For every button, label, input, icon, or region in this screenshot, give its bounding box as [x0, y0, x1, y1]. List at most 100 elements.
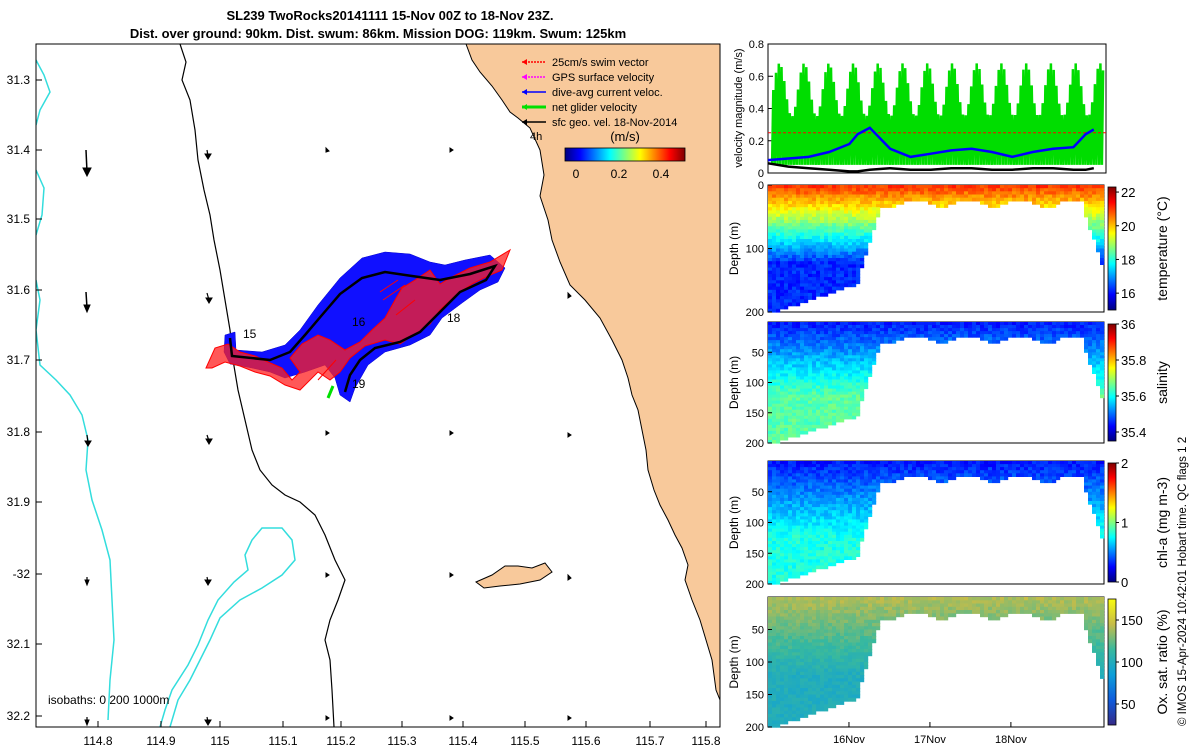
section-cell: [844, 507, 849, 511]
section-cell: [776, 547, 781, 551]
section-cell: [832, 421, 837, 426]
section-cell: [772, 613, 777, 618]
section-cell: [796, 626, 801, 631]
section-cell: [828, 251, 833, 256]
section-cell: [792, 197, 797, 202]
section-cell: [836, 364, 841, 368]
section-cell: [1100, 232, 1105, 237]
section-cell: [1004, 470, 1009, 474]
section-cell: [1032, 473, 1037, 477]
section-cell: [788, 675, 793, 679]
section-cell: [848, 541, 853, 545]
section-cell: [856, 273, 861, 278]
section-cell: [1084, 204, 1089, 208]
section-cell: [788, 397, 793, 402]
section-cell: [852, 541, 857, 545]
section-cell: [808, 210, 813, 215]
section-cell: [840, 519, 845, 524]
section-cell: [872, 616, 877, 621]
section-cell: [1088, 349, 1093, 353]
section-cell: [1084, 337, 1089, 341]
section-cell: [784, 427, 789, 432]
section-cell: [1096, 322, 1101, 326]
section-cell: [944, 191, 949, 196]
section-cell: [816, 504, 821, 508]
section-cell: [808, 665, 813, 670]
section-cell: [844, 665, 849, 670]
section-cell: [836, 597, 841, 601]
section-cell: [800, 418, 805, 423]
section-cell: [772, 412, 777, 417]
section-cell: [1100, 207, 1105, 211]
section-cell: [780, 507, 785, 511]
section-cell: [1040, 322, 1045, 326]
section-cell: [1048, 185, 1053, 189]
section-cell: [792, 610, 797, 614]
section-cell: [824, 504, 829, 508]
section-cell: [816, 194, 821, 199]
section-cell: [800, 229, 805, 234]
section-cell: [792, 528, 797, 533]
section-cell: [828, 464, 833, 468]
section-cell: [824, 229, 829, 234]
section-cell: [784, 188, 789, 192]
section-cell: [792, 571, 797, 576]
section-cell: [844, 270, 849, 275]
section-cell: [1040, 479, 1045, 484]
section-cell: [812, 461, 817, 465]
section-cell: [784, 379, 789, 384]
section-cell: [840, 497, 845, 502]
section-cell: [1040, 467, 1045, 471]
section-cell: [772, 513, 777, 517]
section-cell: [852, 370, 857, 374]
section-cell: [840, 658, 845, 663]
section-cell: [1040, 470, 1045, 474]
section-cell: [908, 325, 913, 329]
section-cell: [1080, 470, 1085, 474]
section-cell: [836, 277, 841, 281]
section-cell: [832, 531, 837, 536]
section-cell: [796, 286, 801, 291]
section-cell: [840, 409, 845, 414]
section-cell: [780, 427, 785, 432]
section-cell: [788, 219, 793, 224]
section-cell: [800, 467, 805, 471]
section-cell: [792, 415, 797, 420]
section-cell: [788, 331, 793, 335]
section-cell: [840, 216, 845, 221]
section-cell: [840, 662, 845, 666]
section-cell: [780, 194, 785, 199]
section-cell: [832, 367, 837, 371]
section-cell: [780, 547, 785, 551]
section-cell: [844, 273, 849, 278]
section-cell: [1028, 473, 1033, 477]
section-cell: [780, 522, 785, 527]
section-cell: [976, 188, 981, 192]
section-cell: [820, 537, 825, 542]
section-cell: [824, 331, 829, 335]
section-cell: [792, 352, 797, 356]
section-cell: [1096, 325, 1101, 329]
section-cell: [848, 382, 853, 387]
section-cell: [844, 373, 849, 377]
section-cell: [772, 476, 777, 481]
section-cell: [1016, 464, 1021, 468]
section-cell: [848, 528, 853, 533]
section-cell: [792, 645, 797, 650]
section-cell: [812, 616, 817, 621]
section-cell: [788, 370, 793, 374]
section-cell: [1100, 334, 1105, 338]
section-cell: [784, 194, 789, 199]
section-cell: [808, 691, 813, 696]
section-cell: [868, 191, 873, 196]
section-cell: [1096, 210, 1101, 215]
section-cell: [848, 210, 853, 215]
section-cell: [812, 412, 817, 417]
section-cell: [888, 204, 893, 208]
section-cell: [796, 328, 801, 332]
section-cell: [836, 397, 841, 402]
section-cell: [824, 525, 829, 530]
section-cell: [1048, 191, 1053, 196]
section-cell: [820, 280, 825, 285]
section-cell: [780, 210, 785, 215]
